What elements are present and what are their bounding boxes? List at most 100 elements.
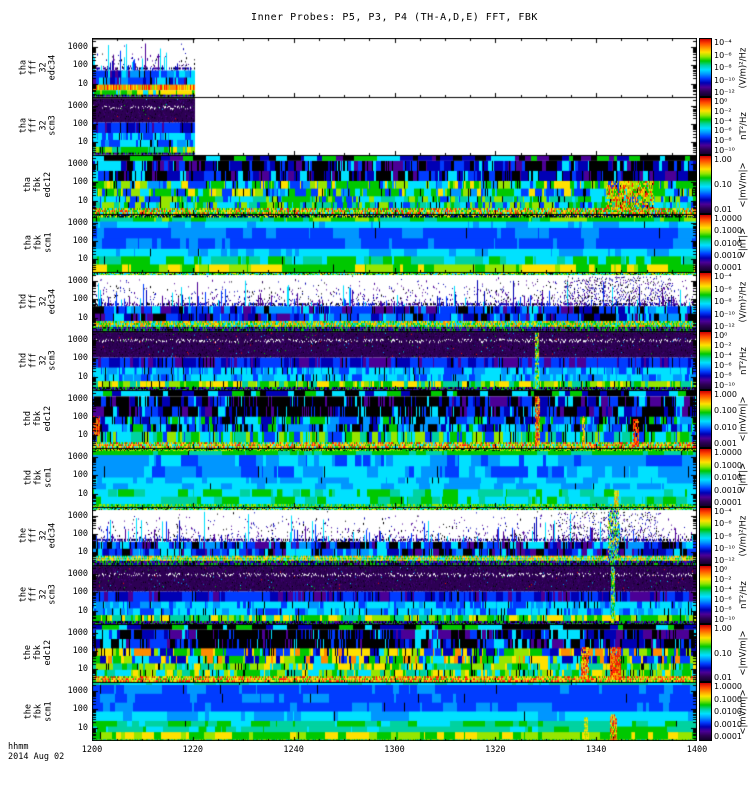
colorbar-tick-label: 0.0100 (714, 707, 742, 716)
colorbar-tick-label: 10⁻¹⁰ (714, 146, 735, 155)
colorbar-unit-label: nT²/Hz (737, 331, 750, 390)
colorbar-tick-label: 10⁻⁴ (714, 585, 732, 594)
y-tick-label: 10 (77, 254, 88, 265)
panel-label-text: the fbk scm1 (23, 701, 53, 722)
colorbar-tick-label: 0.01 (714, 673, 732, 682)
colorbar-tick-label: 0.0100 (714, 238, 742, 248)
colorbar-tick-label: 10⁻¹² (714, 322, 735, 331)
colorbar-unit-label: nT²/Hz (737, 565, 750, 624)
y-tick-label: 1000 (67, 275, 88, 286)
colorbar-unit-label: <|nT|> (737, 448, 750, 507)
colorbar-tick-label: 10⁻⁸ (714, 605, 732, 614)
y-tick-label: 10 (77, 196, 88, 207)
date-label: 2014 Aug 02 (8, 752, 65, 762)
y-tick-label: 10 (77, 372, 88, 383)
y-tick-label: 1000 (67, 393, 88, 404)
chart-title: Inner Probes: P5, P3, P4 (TH-A,D,E) FFT,… (251, 12, 538, 23)
colorbar-tick-label: 10⁻⁶ (714, 284, 732, 294)
y-tick-label: 10 (77, 547, 88, 558)
colorbar-tick-label: 0.001 (714, 439, 737, 448)
x-tick-label: 1200 (81, 745, 103, 755)
y-tick-label: 100 (72, 118, 88, 129)
colorbar-unit-label: (V/m)²/Hz (737, 507, 750, 565)
y-tick-label: 100 (72, 235, 88, 246)
y-tick-label: 10 (77, 79, 88, 90)
colorbar (699, 682, 712, 741)
colorbar-unit-text: (V/m)²/Hz (738, 281, 749, 322)
colorbar-tick-label: 10⁰ (714, 331, 728, 340)
colorbar (699, 331, 712, 390)
colorbar-tick-label: 0.100 (714, 406, 737, 416)
colorbar-tick-label: 1.0000 (714, 448, 742, 457)
colorbar-tick-label: 10⁻² (714, 106, 732, 116)
colorbar-unit-label: <|mV/m|> (737, 682, 750, 741)
panel-label-text: tha fbk scm1 (23, 232, 53, 254)
colorbar-tick-label: 10⁰ (714, 97, 728, 106)
colorbar (699, 565, 712, 624)
colorbar-tick-label: 0.1000 (714, 226, 742, 236)
colorbar-tick-label: 1.00 (714, 624, 732, 633)
colorbar-tick-label: 10⁻¹⁰ (714, 543, 735, 553)
colorbar (699, 214, 712, 272)
colorbar (699, 507, 712, 565)
colorbar-tick-label: 10⁻¹² (714, 88, 735, 97)
x-tick-label: 1400 (686, 745, 708, 755)
colorbar (699, 38, 712, 97)
colorbar-unit-label: nT²/Hz (737, 97, 750, 155)
y-tick-label: 100 (72, 704, 88, 715)
colorbar-tick-label: 10⁻¹⁰ (714, 75, 735, 85)
colorbar-tick-label: 0.0010 (714, 485, 742, 495)
y-tick-label: 1000 (67, 685, 88, 696)
colorbar-unit-text: <|mV/m|> (738, 688, 749, 735)
y-tick-label: 100 (72, 60, 88, 71)
colorbar-tick-label: 10⁻⁸ (714, 63, 732, 72)
y-tick-label: 1000 (67, 41, 88, 52)
colorbar-tick-label: 1.000 (714, 390, 737, 399)
colorbar-tick-label: 10⁻⁴ (714, 272, 732, 281)
y-tick-label: 1000 (67, 217, 88, 228)
x-tick-label: 1300 (384, 745, 405, 755)
colorbar-tick-label: 10⁻¹⁰ (714, 615, 735, 624)
colorbar (699, 272, 712, 331)
colorbar-unit-text: nT²/Hz (738, 112, 749, 140)
x-tick-label: 1340 (585, 745, 607, 755)
y-tick-label: 100 (72, 411, 88, 422)
y-tick-label: 10 (77, 606, 88, 617)
colorbar-tick-label: 0.0100 (714, 473, 742, 482)
y-tick-label: 1000 (67, 568, 88, 579)
y-tick-label: 100 (72, 645, 88, 656)
y-tick-label: 1000 (67, 510, 88, 521)
colorbar (699, 448, 712, 507)
x-tick-label: 1240 (283, 745, 304, 755)
y-tick-label: 100 (72, 528, 88, 539)
colorbar-tick-label: 0.10 (714, 180, 732, 189)
y-tick-label: 100 (72, 470, 88, 481)
colorbar-tick-label: 10⁻⁴ (714, 38, 732, 47)
colorbar-tick-label: 10⁻¹⁰ (714, 381, 735, 390)
y-tick-label: 1000 (67, 334, 88, 345)
colorbar-tick-label: 10⁻⁸ (714, 531, 732, 541)
colorbar-tick-label: 0.0001 (714, 263, 742, 272)
colorbar-unit-text: <|mV/m|> (738, 396, 749, 442)
colorbar-unit-label: (V/m)²/Hz (737, 38, 750, 97)
colorbar-tick-label: 0.0001 (714, 732, 742, 741)
x-tick-label: 1220 (182, 745, 204, 755)
colorbar (699, 624, 712, 682)
colorbar-unit-text: <|mV/m|> (738, 630, 749, 676)
colorbar-unit-label: <|mV/m|> (737, 155, 750, 214)
colorbar-unit-label: (V/m)²/Hz (737, 272, 750, 331)
colorbar-tick-label: 0.010 (714, 422, 737, 432)
y-tick-label: 100 (72, 294, 88, 305)
colorbar-unit-text: (V/m)²/Hz (738, 47, 749, 88)
spectrogram-canvas (92, 38, 697, 741)
panel-label-text: thd fbk edc12 (23, 406, 53, 432)
colorbar-unit-text: nT²/Hz (738, 346, 749, 375)
colorbar-tick-label: 10⁻⁶ (714, 50, 732, 60)
y-tick-label: 10 (77, 313, 88, 324)
x-axis-units-label: hhmm (8, 742, 29, 752)
colorbar-unit-text: (V/m)²/Hz (738, 515, 749, 557)
colorbar-tick-label: 10⁻⁶ (714, 519, 732, 529)
colorbar (699, 97, 712, 155)
colorbar-tick-label: 0.10 (714, 648, 732, 658)
